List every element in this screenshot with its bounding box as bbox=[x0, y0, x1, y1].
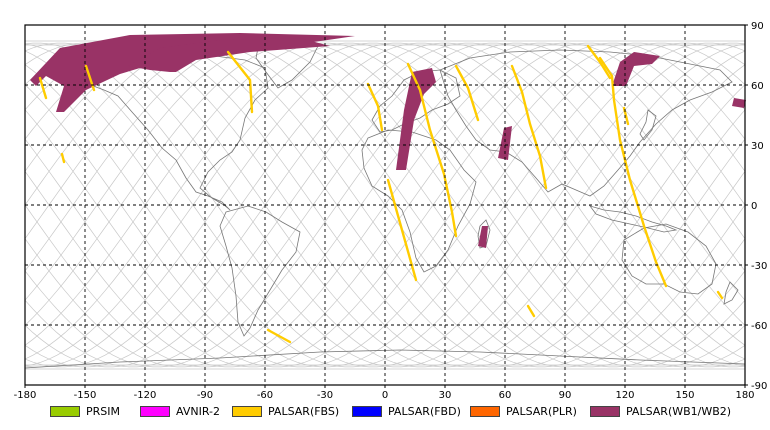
legend-swatch bbox=[470, 405, 500, 417]
fbs-swath-asia-1 bbox=[510, 64, 548, 190]
lat-tick-label: 0 bbox=[751, 201, 757, 212]
legend-swatch bbox=[590, 405, 620, 417]
palsar-swaths bbox=[30, 33, 746, 344]
wb-swath-madagascar bbox=[478, 226, 488, 248]
lon-tick-label: -150 bbox=[74, 390, 97, 401]
lon-tick-label: 60 bbox=[499, 390, 512, 401]
legend-label: PALSAR(PLR) bbox=[506, 404, 577, 418]
fbs-swath-aus-east bbox=[716, 290, 724, 300]
legend-item: PALSAR(WB1/WB2) bbox=[590, 405, 731, 418]
lon-tick-label: -120 bbox=[134, 390, 157, 401]
new-zealand-coast bbox=[723, 281, 739, 305]
wb-swath-arctic-1 bbox=[30, 33, 355, 112]
fbs-swath-africa-south bbox=[526, 304, 536, 318]
japan-coast bbox=[639, 109, 657, 141]
lon-tick-label: 30 bbox=[439, 390, 452, 401]
antarctica-coast bbox=[24, 349, 746, 369]
wb-swath-arabia bbox=[498, 126, 512, 160]
lon-tick-label: 120 bbox=[615, 390, 634, 401]
lon-tick-label: -180 bbox=[14, 390, 37, 401]
lat-tick-label: 90 bbox=[751, 21, 764, 32]
lat-tick-label: -60 bbox=[751, 321, 767, 332]
legend-item: AVNIR-2 bbox=[140, 405, 220, 418]
fbs-swath-europe-1 bbox=[366, 82, 384, 132]
lat-lon-grid bbox=[25, 25, 745, 385]
longitude-ticks: -180 -150 -120 -90 -60 -30 0 30 60 90 120 150 180 bbox=[14, 385, 755, 401]
legend-item: PALSAR(FBS) bbox=[232, 405, 339, 418]
lon-tick-label: -60 bbox=[257, 390, 273, 401]
legend-label: PALSAR(FBD) bbox=[388, 404, 461, 418]
wb-swath-europe bbox=[396, 68, 436, 170]
fbs-swath-patagonia bbox=[266, 328, 292, 344]
legend-swatch bbox=[50, 405, 80, 417]
lon-tick-label: -30 bbox=[317, 390, 333, 401]
fbs-swath-alaska bbox=[38, 76, 48, 100]
lat-tick-label: 30 bbox=[751, 141, 764, 152]
lat-tick-label: 60 bbox=[751, 81, 764, 92]
fbs-swath-canada bbox=[226, 50, 254, 114]
legend-swatch bbox=[140, 405, 170, 417]
latitude-ticks: 90 60 30 0 -30 -60 -90 bbox=[745, 21, 767, 392]
legend-item: PALSAR(PLR) bbox=[470, 405, 577, 418]
fbs-swath-aleutian bbox=[84, 64, 96, 92]
lon-tick-label: 0 bbox=[382, 390, 388, 401]
fbs-swath-africa-west bbox=[386, 178, 418, 282]
legend-swatch bbox=[232, 405, 262, 417]
legend-swatch bbox=[352, 405, 382, 417]
europe-coast bbox=[371, 69, 461, 133]
legend-item: PALSAR(FBD) bbox=[352, 405, 461, 418]
legend-label: AVNIR-2 bbox=[176, 404, 220, 418]
africa-coast bbox=[361, 129, 477, 273]
fbs-swath-asia-2 bbox=[586, 44, 612, 80]
fbs-swath-europe-2 bbox=[406, 62, 458, 238]
lon-tick-label: 180 bbox=[735, 390, 754, 401]
legend: PRSIM AVNIR-2 PALSAR(FBS) PALSAR(FBD) PALSAR… bbox=[0, 401, 770, 421]
legend-label: PALSAR(WB1/WB2) bbox=[626, 404, 732, 418]
lon-tick-label: 150 bbox=[675, 390, 694, 401]
wb-swath-siberia bbox=[612, 52, 660, 86]
fbs-swath-pacific bbox=[60, 152, 66, 164]
fbs-swath-europe-3 bbox=[454, 64, 480, 122]
lon-tick-label: -90 bbox=[197, 390, 213, 401]
legend-item: PRSIM bbox=[50, 405, 120, 418]
legend-label: PRSIM bbox=[86, 404, 120, 418]
lon-tick-label: 90 bbox=[559, 390, 572, 401]
lat-tick-label: -90 bbox=[751, 381, 767, 392]
south-america-coast bbox=[219, 205, 301, 337]
lat-tick-label: -30 bbox=[751, 261, 767, 272]
australia-coast bbox=[621, 223, 717, 295]
legend-label: PALSAR(FBS) bbox=[268, 404, 340, 418]
wb-swath-east bbox=[732, 98, 746, 108]
indonesia-coast bbox=[588, 205, 678, 233]
